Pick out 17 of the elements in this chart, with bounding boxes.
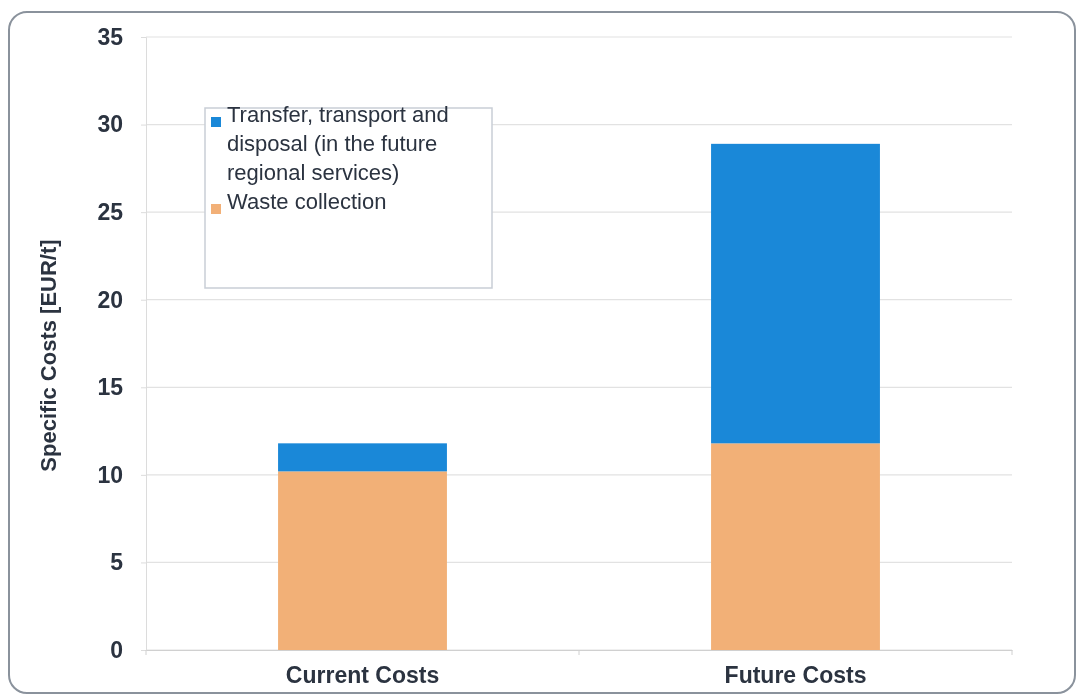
y-tick-label: 15	[97, 374, 124, 401]
y-axis-title: Specific Costs [EUR/t]	[36, 239, 61, 472]
y-tick-label: 20	[97, 286, 123, 313]
x-tick-label: Future Costs	[724, 662, 867, 689]
bar	[711, 443, 880, 650]
x-tick-label: Current Costs	[285, 662, 440, 689]
legend-label: Transfer, transport and disposal (in the future regional services)	[227, 102, 449, 185]
bar	[278, 443, 447, 472]
legend-label: Waste collection	[227, 189, 387, 214]
bar	[278, 471, 447, 650]
y-tick-label: 30	[97, 111, 123, 138]
y-tick-label: 25	[97, 199, 124, 225]
y-tick-label: 35	[97, 23, 124, 50]
y-tick-label: 5	[110, 549, 124, 576]
y-tick-label: 0	[110, 636, 123, 663]
y-tick-label: 10	[97, 461, 123, 488]
bar	[711, 143, 880, 444]
